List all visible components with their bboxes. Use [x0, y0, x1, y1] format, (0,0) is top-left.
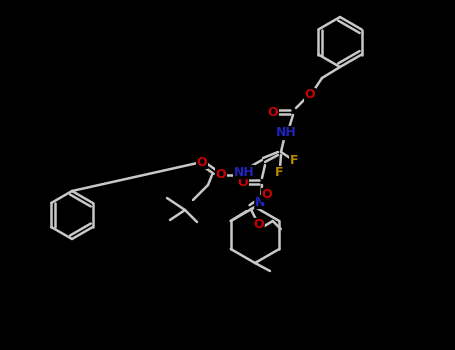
Text: O: O — [262, 189, 272, 202]
Text: O: O — [197, 155, 207, 168]
Text: O: O — [305, 89, 315, 101]
Text: F: F — [275, 167, 283, 180]
Text: O: O — [238, 175, 248, 189]
Text: O: O — [253, 218, 264, 231]
Text: NH: NH — [276, 126, 296, 140]
Text: O: O — [216, 168, 226, 182]
Text: NH: NH — [233, 166, 254, 178]
Text: O: O — [268, 105, 278, 119]
Text: N: N — [255, 196, 265, 209]
Text: F: F — [290, 154, 298, 167]
